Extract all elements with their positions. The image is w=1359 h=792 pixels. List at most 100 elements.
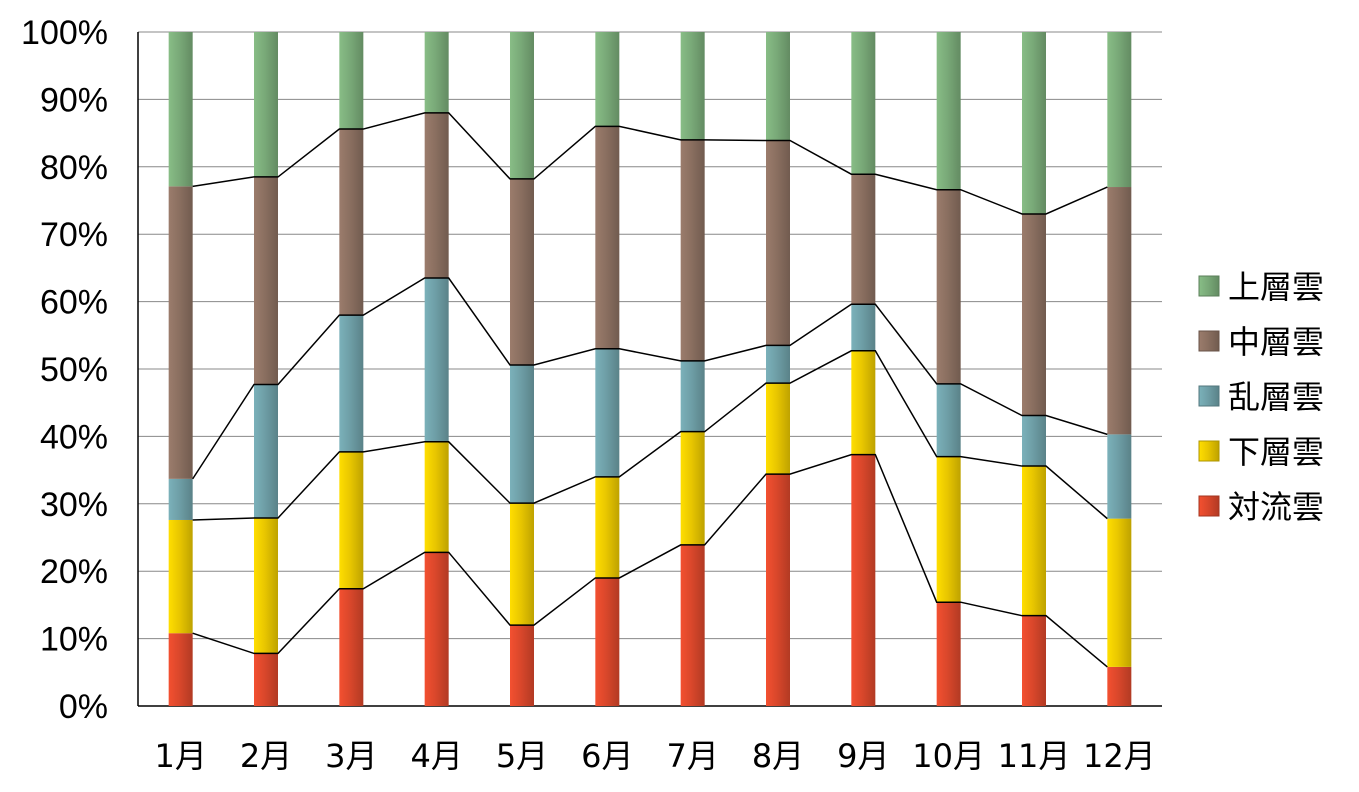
y-tick-label: 70%: [40, 216, 108, 254]
bar-segment: [851, 32, 876, 175]
bar-segment: [766, 383, 790, 475]
y-tick-label: 50%: [40, 351, 108, 389]
y-tick-label: 20%: [40, 553, 108, 591]
bar-segment: [680, 544, 705, 706]
bar-segment: [254, 32, 278, 177]
bar-segment: [680, 139, 705, 361]
bar-segment: [1022, 466, 1046, 616]
x-tick-label: 1月: [154, 737, 206, 775]
bar-segment: [851, 304, 876, 351]
legend-label: 中層雲: [1228, 323, 1324, 361]
legend-swatch: [1198, 385, 1220, 407]
bar-segment: [766, 345, 790, 384]
bar-segment: [168, 186, 193, 479]
bar-segment: [424, 32, 449, 113]
bar-segment: [1022, 213, 1046, 416]
bar-segment: [680, 32, 705, 140]
bar-segment: [1022, 32, 1046, 214]
bar-segment: [510, 364, 534, 504]
legend-swatch: [1198, 440, 1220, 462]
x-tick-label: 9月: [837, 737, 889, 775]
legend-label: 上層雲: [1228, 268, 1324, 306]
x-tick-label: 8月: [752, 737, 804, 775]
bar-segment: [254, 384, 278, 518]
bar-segment: [936, 32, 961, 190]
gridlines: [137, 31, 1162, 707]
y-tick-label: 60%: [40, 284, 108, 322]
legend-swatch: [1198, 495, 1220, 517]
x-tick-label: 6月: [581, 737, 633, 775]
bar-segment: [1107, 32, 1132, 188]
bar-segment: [595, 126, 620, 349]
bar-segment: [424, 441, 449, 553]
bar-segment: [766, 140, 790, 346]
bar-segment: [1107, 434, 1132, 519]
bar-segment: [168, 32, 193, 187]
series-line: [192, 112, 1108, 215]
x-tick-label: 2月: [240, 737, 292, 775]
x-tick-label: 5月: [496, 737, 548, 775]
bar-segment: [851, 454, 876, 706]
bar-segment: [168, 519, 193, 634]
bar-segment: [254, 653, 278, 706]
series-line: [192, 453, 1108, 668]
y-tick-label: 90%: [40, 81, 108, 119]
y-tick-label: 10%: [40, 621, 108, 659]
series-line: [192, 350, 1108, 521]
bar-segment: [766, 474, 790, 706]
x-tick-label: 7月: [666, 737, 718, 775]
x-tick-label: 12月: [1083, 737, 1156, 775]
bar-segment: [1107, 187, 1132, 435]
bar-segment: [595, 32, 620, 127]
bar-segment: [168, 633, 193, 706]
bar-segment: [595, 348, 620, 477]
bar-segment: [339, 451, 364, 589]
bar-segment: [339, 32, 364, 130]
bar-segment: [339, 129, 364, 316]
bar-segment: [680, 431, 705, 545]
bar-segment: [510, 625, 534, 706]
bar-segment: [1107, 518, 1132, 667]
y-tick-label: 30%: [40, 486, 108, 524]
legend-label: 対流雲: [1228, 488, 1324, 526]
bar-segment: [510, 503, 534, 626]
bar-segment: [510, 178, 534, 365]
x-tick-label: 3月: [325, 737, 377, 775]
bar-segment: [424, 112, 449, 279]
x-tick-label: 11月: [998, 737, 1071, 775]
legend-label: 乱層雲: [1228, 378, 1324, 416]
y-axis-ticks: 0% 10% 20% 30% 40% 50% 60% 70% 80% 90% 100%: [21, 14, 108, 726]
series-lines: [192, 112, 1108, 668]
bar-segment: [254, 517, 278, 654]
bar-segment: [936, 602, 961, 706]
y-tick-label: 100%: [21, 14, 108, 52]
bar-segment: [339, 315, 364, 452]
bar-segment: [595, 476, 620, 578]
legend-label: 下層雲: [1228, 433, 1324, 471]
bar-segment: [936, 456, 961, 603]
y-tick-label: 0%: [59, 688, 108, 726]
bar-segment: [595, 577, 620, 706]
y-tick-label: 40%: [40, 418, 108, 456]
bar-segment: [680, 360, 705, 432]
x-axis-ticks: 1月 2月 3月 4月 5月 6月 7月 8月 9月 10月 11月 12月: [154, 737, 1155, 775]
bar-segment: [424, 552, 449, 706]
legend-swatch: [1198, 330, 1220, 352]
y-tick-label: 80%: [40, 149, 108, 187]
bar-segment: [510, 32, 534, 179]
bar-segment: [339, 588, 364, 706]
bar-segment: [1022, 415, 1046, 467]
bar-segment: [168, 478, 193, 520]
bar-segment: [424, 278, 449, 442]
x-tick-label: 4月: [410, 737, 462, 775]
bar-segment: [936, 189, 961, 384]
x-tick-label: 10月: [912, 737, 985, 775]
legend-swatch: [1198, 275, 1220, 297]
series-line: [192, 277, 1108, 480]
bar-segment: [1107, 666, 1132, 706]
bars: [168, 32, 1132, 706]
bar-segment: [936, 383, 961, 457]
bar-segment: [851, 350, 876, 455]
